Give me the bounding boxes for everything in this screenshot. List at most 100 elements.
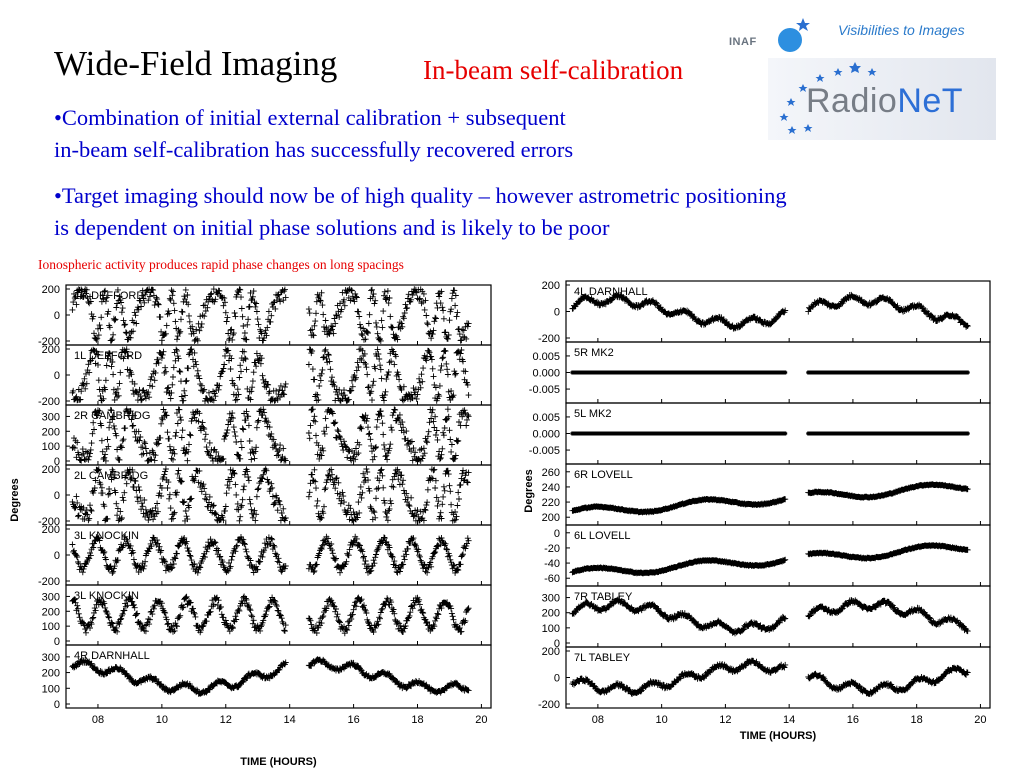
panel-name: 5L MK2 bbox=[574, 408, 612, 420]
y-axis-label: Degrees bbox=[9, 478, 21, 521]
panel-name: 1R DEFFORD bbox=[74, 290, 144, 302]
star-icon bbox=[796, 18, 810, 31]
panel-frame bbox=[65, 644, 492, 709]
y-tick-label: 300 bbox=[42, 591, 60, 603]
panel-3: 300 200 100 0 2R CAMBRIDG bbox=[42, 404, 492, 468]
data-points bbox=[69, 533, 472, 576]
y-tick-label: 260 bbox=[542, 467, 560, 479]
y-tick-label: 200 bbox=[42, 668, 60, 680]
data-points bbox=[569, 542, 971, 577]
logo-brand-part1: Radio bbox=[806, 82, 898, 120]
y-tick-label: -200 bbox=[38, 516, 60, 528]
y-tick-label: 0 bbox=[54, 550, 60, 562]
inaf-logo-text: INAF bbox=[729, 36, 757, 48]
x-tick-label: 18 bbox=[911, 714, 923, 726]
y-tick-label: -60 bbox=[544, 573, 560, 585]
x-tick-label: 12 bbox=[719, 714, 731, 726]
x-tick-label: 08 bbox=[592, 714, 604, 726]
y-tick-label: 100 bbox=[42, 621, 60, 633]
x-tick-label: 14 bbox=[284, 714, 296, 726]
y-tick-label: 200 bbox=[42, 284, 60, 296]
y-tick-label: 0 bbox=[554, 638, 560, 650]
data-points bbox=[69, 286, 472, 344]
y-tick-label: 0 bbox=[54, 490, 60, 502]
radionet-logo: RadioNeT bbox=[806, 82, 963, 121]
slide-subtitle: In-beam self-calibration bbox=[423, 55, 684, 85]
data-points bbox=[69, 593, 472, 637]
y-tick-label: 0.005 bbox=[532, 351, 560, 363]
panel-6: 300 200 100 0 3L KNOCKIN bbox=[42, 584, 492, 648]
data-points bbox=[569, 291, 971, 332]
y-tick-label: 0 bbox=[54, 699, 60, 711]
panel-name: 1L DEFFORD bbox=[74, 350, 142, 362]
y-tick-label: 200 bbox=[542, 512, 560, 524]
data-points bbox=[570, 370, 970, 375]
y-tick-label: 0.000 bbox=[532, 429, 560, 441]
x-tick-label: 10 bbox=[656, 714, 668, 726]
data-points bbox=[69, 466, 472, 524]
x-tick-label: 12 bbox=[220, 714, 232, 726]
y-tick-label: 0.000 bbox=[532, 368, 560, 380]
y-tick-label: 200 bbox=[42, 606, 60, 618]
panel-4: 260 240 220 200 6R LOVELL bbox=[542, 463, 991, 526]
bullet-2-line-2: is dependent on initial phase solutions … bbox=[54, 215, 610, 240]
y-tick-label: 200 bbox=[42, 464, 60, 476]
y-tick-label: -200 bbox=[38, 576, 60, 588]
panel-3: 0.005 0.000 -0.005 5L MK2 bbox=[529, 402, 991, 465]
y-tick-label: 200 bbox=[542, 646, 560, 658]
y-tick-label: 100 bbox=[542, 623, 560, 635]
x-tick-label: 20 bbox=[475, 714, 487, 726]
x-tick-label: 10 bbox=[156, 714, 168, 726]
slide-title: Wide-Field Imaging bbox=[54, 44, 338, 83]
panel-7: 300 200 100 0 4R DARNHALL bbox=[42, 644, 492, 711]
panel-7: 200 0 -200 7L TABLEY bbox=[538, 646, 991, 711]
y-tick-label: 200 bbox=[542, 608, 560, 620]
panel-name: 2R CAMBRIDG bbox=[74, 410, 150, 422]
x-tick-label: 18 bbox=[411, 714, 423, 726]
data-points bbox=[570, 431, 970, 436]
bullet-point-1: •Combination of initial external calibra… bbox=[54, 102, 573, 166]
panel-name: 5R MK2 bbox=[574, 347, 614, 359]
y-tick-label: 0 bbox=[54, 456, 60, 468]
y-tick-label: 100 bbox=[42, 441, 60, 453]
panel-1: 200 0 -200 4L DARNHALL bbox=[538, 280, 991, 345]
data-points bbox=[69, 656, 472, 697]
y-tick-label: 0 bbox=[554, 528, 560, 540]
panel-5: 0 -20 -40 -60 6L LOVELL bbox=[544, 524, 991, 587]
panel-name: 7R TABLEY bbox=[574, 591, 633, 603]
y-tick-label: 200 bbox=[42, 524, 60, 536]
logo-graphic bbox=[778, 18, 877, 134]
panel-name: 4L DARNHALL bbox=[574, 286, 648, 298]
logo-brand-part2: NeT bbox=[897, 82, 964, 120]
y-tick-label: 0.005 bbox=[532, 412, 560, 424]
y-tick-label: 0 bbox=[54, 310, 60, 322]
logo-tagline: Visibilities to Images bbox=[838, 22, 965, 38]
panel-name: 3L KNOCKIN bbox=[74, 590, 139, 602]
panel-name: 6R LOVELL bbox=[574, 469, 633, 481]
x-axis-label: TIME (HOURS) bbox=[740, 730, 817, 742]
panel-name: 7L TABLEY bbox=[574, 652, 631, 664]
x-tick-label: 08 bbox=[92, 714, 104, 726]
bullet-1-line-2: in-beam self-calibration has successfull… bbox=[54, 137, 574, 162]
y-tick-label: -200 bbox=[38, 336, 60, 348]
bullet-1-line-1: •Combination of initial external calibra… bbox=[54, 105, 566, 130]
y-tick-label: -200 bbox=[538, 699, 560, 711]
y-tick-label: 200 bbox=[42, 344, 60, 356]
bullet-point-2: •Target imaging should now be of high qu… bbox=[54, 180, 787, 244]
data-points bbox=[569, 657, 971, 697]
x-axis-label: TIME (HOURS) bbox=[240, 756, 317, 768]
figure-caption: Ionospheric activity produces rapid phas… bbox=[38, 257, 404, 272]
y-tick-label: 0 bbox=[554, 307, 560, 319]
panel-2: 200 0 -200 1L DEFFORD bbox=[38, 344, 492, 408]
panel-name: 2L CAMBRIDG bbox=[74, 470, 148, 482]
y-tick-label: 0 bbox=[554, 673, 560, 685]
x-tick-label: 16 bbox=[847, 714, 859, 726]
panel-6: 300 200 100 0 7R TABLEY bbox=[542, 585, 991, 650]
x-tick-label: 20 bbox=[974, 714, 986, 726]
y-tick-label: -40 bbox=[544, 558, 560, 570]
y-tick-label: 300 bbox=[542, 593, 560, 605]
star-arc-icon bbox=[779, 62, 877, 134]
